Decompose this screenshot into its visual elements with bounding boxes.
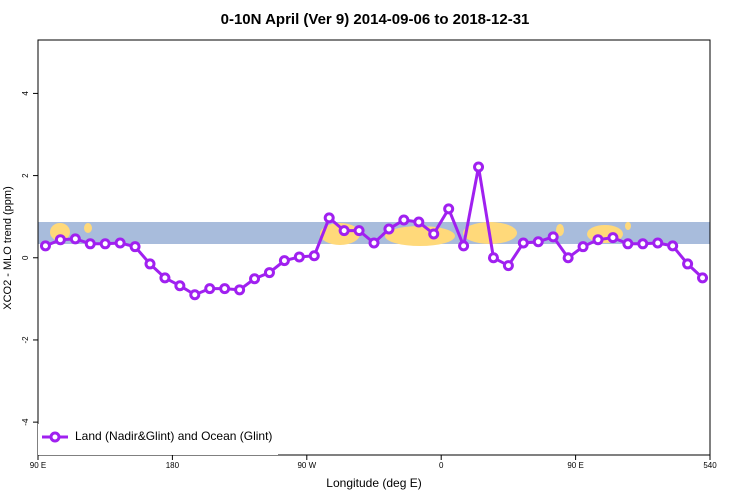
data-point <box>69 233 81 245</box>
x-tick-label: 180 <box>166 461 180 470</box>
data-point <box>353 225 365 237</box>
legend-label: Land (Nadir&Glint) and Ocean (Glint) <box>75 429 272 443</box>
data-point <box>114 237 126 249</box>
y-tick-label: -2 <box>21 336 30 344</box>
data-point <box>652 237 664 249</box>
data-point <box>263 267 275 279</box>
y-tick-label: 4 <box>21 91 30 96</box>
data-point <box>278 255 290 267</box>
data-point <box>308 250 320 262</box>
chart-title: 0-10N April (Ver 9) 2014-09-06 to 2018-1… <box>221 11 530 28</box>
x-tick-label: 0 <box>439 461 444 470</box>
data-point <box>54 234 66 246</box>
y-tick-label: 0 <box>21 255 30 260</box>
data-point <box>547 231 559 243</box>
x-tick-label: 90 E <box>567 461 583 470</box>
data-point <box>189 289 201 301</box>
data-point <box>39 240 51 252</box>
data-point <box>368 237 380 249</box>
data-point <box>517 237 529 249</box>
data-point <box>443 203 455 215</box>
data-point <box>622 238 634 250</box>
data-point <box>144 258 156 270</box>
data-point <box>667 240 679 252</box>
data-point <box>234 284 246 296</box>
data-point <box>682 258 694 270</box>
data-point <box>637 238 649 250</box>
data-point <box>697 272 709 284</box>
data-point <box>219 283 231 295</box>
legend: Land (Nadir&Glint) and Ocean (Glint) <box>38 424 278 455</box>
data-point <box>383 223 395 235</box>
legend-marker <box>49 431 61 443</box>
data-point <box>338 225 350 237</box>
data-point <box>159 272 171 284</box>
x-tick-label: 90 E <box>30 461 46 470</box>
data-point <box>428 228 440 240</box>
data-point <box>84 238 96 250</box>
y-axis-label: XCO2 - MLO trend (ppm) <box>2 186 14 309</box>
data-point <box>398 214 410 226</box>
data-point <box>502 260 514 272</box>
data-point <box>607 232 619 244</box>
data-point <box>293 251 305 263</box>
y-tick-label: -4 <box>21 418 30 426</box>
data-point <box>592 234 604 246</box>
x-tick-label: 540 <box>703 461 717 470</box>
y-tick-label: 2 <box>21 173 30 178</box>
data-point <box>323 212 335 224</box>
data-point <box>413 216 425 228</box>
data-point <box>562 252 574 264</box>
x-axis-label: Longitude (deg E) <box>326 476 421 490</box>
data-point <box>458 240 470 252</box>
data-point <box>487 252 499 264</box>
data-point <box>532 236 544 248</box>
data-point <box>577 241 589 253</box>
x-tick-label: 90 W <box>297 461 316 470</box>
data-point <box>249 273 261 285</box>
data-point <box>204 283 216 295</box>
plot-frame <box>37 39 711 456</box>
data-point <box>473 161 485 173</box>
data-point <box>99 238 111 250</box>
data-point <box>129 241 141 253</box>
data-point <box>174 280 186 292</box>
